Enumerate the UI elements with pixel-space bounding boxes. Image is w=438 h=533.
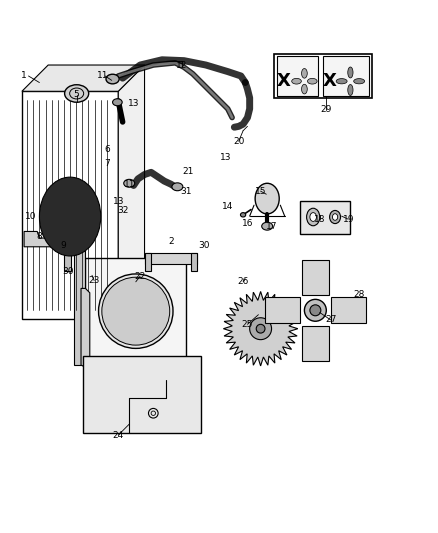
Polygon shape bbox=[302, 260, 328, 295]
Polygon shape bbox=[265, 297, 300, 324]
Text: 1: 1 bbox=[21, 71, 27, 80]
Ellipse shape bbox=[336, 78, 347, 84]
Bar bbox=[277, 56, 318, 96]
Ellipse shape bbox=[307, 208, 320, 226]
Bar bbox=[300, 201, 350, 233]
Ellipse shape bbox=[39, 177, 101, 256]
Polygon shape bbox=[24, 231, 72, 247]
Ellipse shape bbox=[301, 69, 307, 78]
Text: 18: 18 bbox=[314, 215, 325, 224]
Ellipse shape bbox=[307, 78, 317, 84]
Text: 20: 20 bbox=[233, 137, 244, 146]
Bar bbox=[145, 253, 151, 271]
Ellipse shape bbox=[348, 85, 353, 95]
Polygon shape bbox=[74, 243, 85, 365]
Polygon shape bbox=[118, 65, 145, 319]
Ellipse shape bbox=[256, 324, 265, 333]
Bar bbox=[22, 91, 118, 319]
Text: 13: 13 bbox=[220, 154, 231, 163]
Ellipse shape bbox=[310, 305, 321, 316]
Ellipse shape bbox=[102, 277, 170, 345]
Text: 8: 8 bbox=[36, 232, 42, 241]
Bar bbox=[145, 253, 197, 264]
Text: 21: 21 bbox=[183, 166, 194, 175]
Text: 16: 16 bbox=[242, 219, 253, 228]
Ellipse shape bbox=[301, 84, 307, 94]
Text: 31: 31 bbox=[180, 187, 192, 196]
Ellipse shape bbox=[261, 222, 272, 230]
Polygon shape bbox=[22, 65, 145, 91]
Text: 13: 13 bbox=[128, 99, 139, 108]
Ellipse shape bbox=[304, 300, 326, 321]
Polygon shape bbox=[302, 326, 328, 361]
Ellipse shape bbox=[240, 213, 246, 217]
Text: 11: 11 bbox=[97, 71, 109, 80]
Bar bbox=[274, 54, 372, 98]
Text: 24: 24 bbox=[113, 431, 124, 440]
Text: 25: 25 bbox=[242, 320, 253, 329]
Ellipse shape bbox=[172, 183, 183, 191]
Text: 15: 15 bbox=[255, 187, 266, 196]
Text: 30: 30 bbox=[62, 267, 74, 276]
Text: 2: 2 bbox=[168, 237, 173, 246]
Text: 26: 26 bbox=[237, 277, 249, 286]
Bar bbox=[323, 56, 369, 96]
Polygon shape bbox=[331, 297, 366, 324]
Text: 30: 30 bbox=[198, 241, 209, 250]
Polygon shape bbox=[81, 288, 90, 369]
Text: 6: 6 bbox=[104, 144, 110, 154]
Ellipse shape bbox=[310, 213, 316, 221]
Text: 22: 22 bbox=[134, 272, 146, 281]
Ellipse shape bbox=[255, 183, 279, 214]
Text: 12: 12 bbox=[176, 61, 187, 70]
Bar bbox=[191, 253, 197, 271]
Text: X: X bbox=[277, 72, 291, 90]
Text: 23: 23 bbox=[88, 276, 100, 285]
Ellipse shape bbox=[332, 214, 338, 220]
Text: 13: 13 bbox=[113, 197, 124, 206]
Text: 11: 11 bbox=[124, 180, 135, 189]
Ellipse shape bbox=[250, 318, 272, 340]
Bar bbox=[85, 258, 186, 365]
Text: 29: 29 bbox=[321, 105, 332, 114]
Text: 14: 14 bbox=[222, 201, 233, 211]
Text: 32: 32 bbox=[117, 206, 128, 215]
Ellipse shape bbox=[329, 211, 341, 223]
Ellipse shape bbox=[99, 274, 173, 349]
Text: 17: 17 bbox=[266, 222, 277, 231]
Polygon shape bbox=[223, 292, 298, 366]
Bar bbox=[83, 356, 201, 433]
Ellipse shape bbox=[354, 78, 364, 84]
Ellipse shape bbox=[113, 99, 122, 106]
Text: 28: 28 bbox=[353, 290, 365, 300]
Text: X: X bbox=[322, 72, 336, 90]
Ellipse shape bbox=[348, 67, 353, 78]
Text: 9: 9 bbox=[60, 241, 67, 250]
Ellipse shape bbox=[124, 179, 134, 187]
Text: 7: 7 bbox=[104, 159, 110, 168]
Text: 5: 5 bbox=[74, 90, 80, 99]
Text: 10: 10 bbox=[25, 212, 36, 221]
Ellipse shape bbox=[64, 85, 88, 102]
Text: 27: 27 bbox=[325, 316, 336, 325]
Ellipse shape bbox=[106, 74, 119, 84]
Ellipse shape bbox=[292, 78, 301, 84]
Text: 19: 19 bbox=[343, 215, 354, 224]
Polygon shape bbox=[64, 247, 71, 271]
